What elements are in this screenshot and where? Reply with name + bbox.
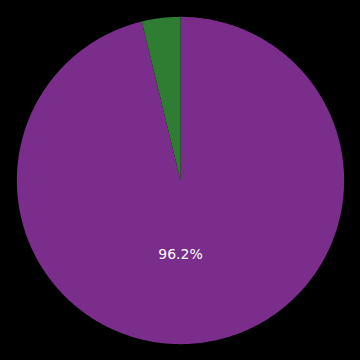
svg-text:96.2%: 96.2% bbox=[158, 246, 202, 262]
